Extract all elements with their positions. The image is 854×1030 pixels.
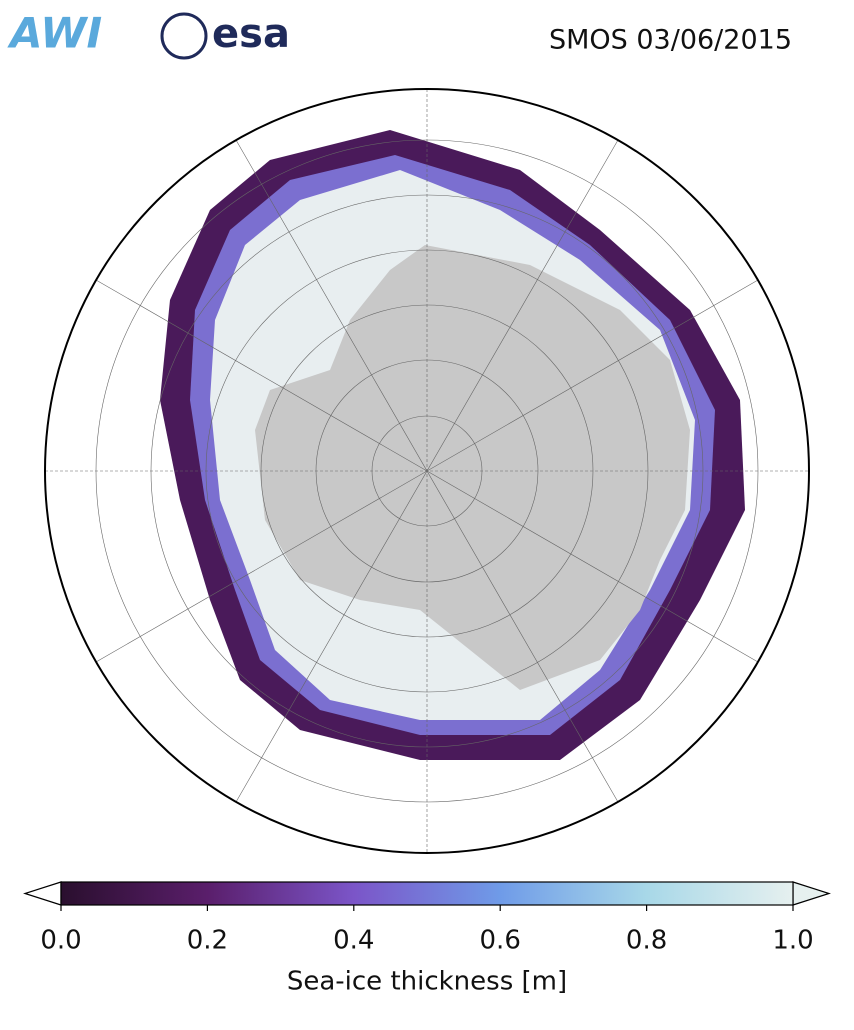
graticule bbox=[45, 89, 809, 853]
map-title: SMOS 03/06/2015 bbox=[549, 25, 792, 56]
tick-label: 1.0 bbox=[772, 926, 813, 956]
tick-label: 0.2 bbox=[187, 926, 228, 956]
map-frame bbox=[44, 88, 810, 854]
antarctica bbox=[255, 245, 690, 690]
extend-over bbox=[792, 881, 831, 906]
colorbar-label: Sea-ice thickness [m] bbox=[287, 967, 567, 997]
esa-emblem bbox=[160, 12, 208, 60]
extend-under bbox=[23, 881, 62, 906]
tick-label: 0.6 bbox=[480, 926, 521, 956]
awi-logo: AWI bbox=[7, 9, 102, 58]
tick-label: 0.4 bbox=[333, 926, 374, 956]
esa-logo: esa bbox=[212, 11, 290, 57]
map bbox=[44, 88, 810, 854]
tick-label: 0.0 bbox=[40, 926, 81, 956]
colorbar bbox=[60, 881, 794, 906]
tick-label: 0.8 bbox=[626, 926, 667, 956]
